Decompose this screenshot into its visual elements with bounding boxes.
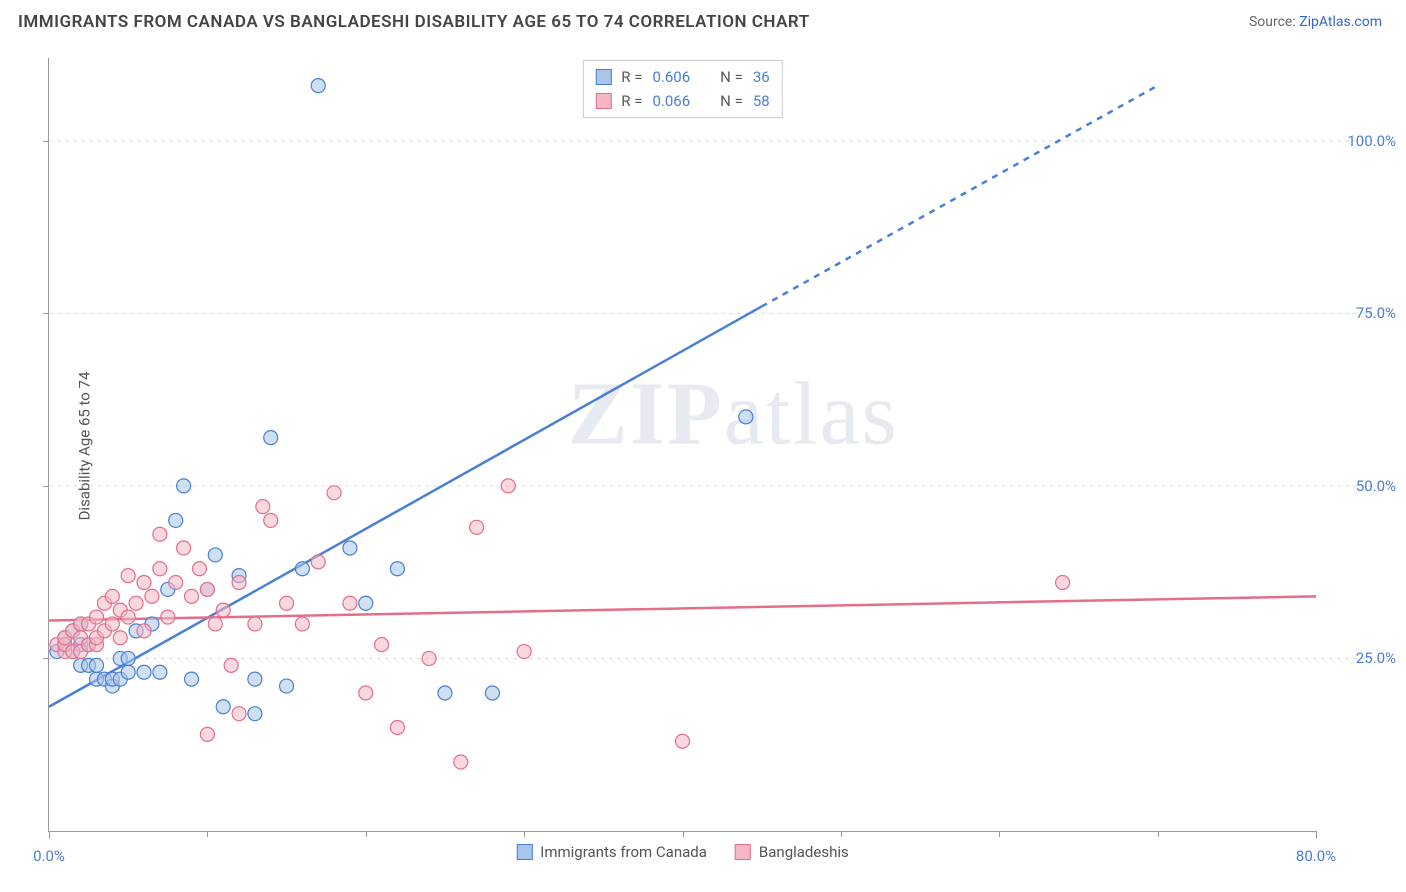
r-value-1: 0.066 (652, 89, 690, 113)
legend-label-1: Bangladeshis (759, 843, 849, 861)
x-tick-label: 0.0% (33, 847, 65, 865)
n-label: N = (720, 65, 743, 89)
n-value-0: 36 (753, 65, 770, 89)
r-value-0: 0.606 (652, 65, 690, 89)
series-legend: Immigrants from Canada Bangladeshis (516, 843, 848, 861)
r-label: R = (621, 65, 642, 89)
stats-legend: R = 0.606 N = 36 R = 0.066 N = 58 (582, 60, 782, 118)
legend-item-1: Bangladeshis (735, 843, 849, 861)
y-tick-label: 25.0% (1326, 649, 1396, 667)
y-tick-label: 75.0% (1326, 304, 1396, 322)
source-link[interactable]: ZipAtlas.com (1299, 14, 1382, 30)
n-label: N = (720, 89, 743, 113)
chart-title: IMMIGRANTS FROM CANADA VS BANGLADESHI DI… (18, 12, 810, 32)
stats-row-0: R = 0.606 N = 36 (595, 65, 769, 89)
stats-row-1: R = 0.066 N = 58 (595, 89, 769, 113)
legend-item-0: Immigrants from Canada (516, 843, 707, 861)
swatch-series-1 (595, 93, 611, 109)
y-tick-label: 50.0% (1326, 477, 1396, 495)
r-label: R = (621, 89, 642, 113)
y-tick-label: 100.0% (1326, 132, 1396, 150)
source-prefix: Source: (1249, 14, 1299, 30)
legend-swatch-1 (735, 844, 751, 860)
swatch-series-0 (595, 69, 611, 85)
source-attribution: Source: ZipAtlas.com (1249, 14, 1382, 30)
header: IMMIGRANTS FROM CANADA VS BANGLADESHI DI… (0, 0, 1406, 40)
chart-plot-area: ZIPatlas R = 0.606 N = 36 R = 0.066 N = … (48, 58, 1316, 832)
legend-swatch-0 (516, 844, 532, 860)
x-tick-label: 80.0% (1296, 847, 1336, 865)
n-value-1: 58 (753, 89, 770, 113)
legend-label-0: Immigrants from Canada (540, 843, 707, 861)
plot-svg (49, 58, 1316, 831)
